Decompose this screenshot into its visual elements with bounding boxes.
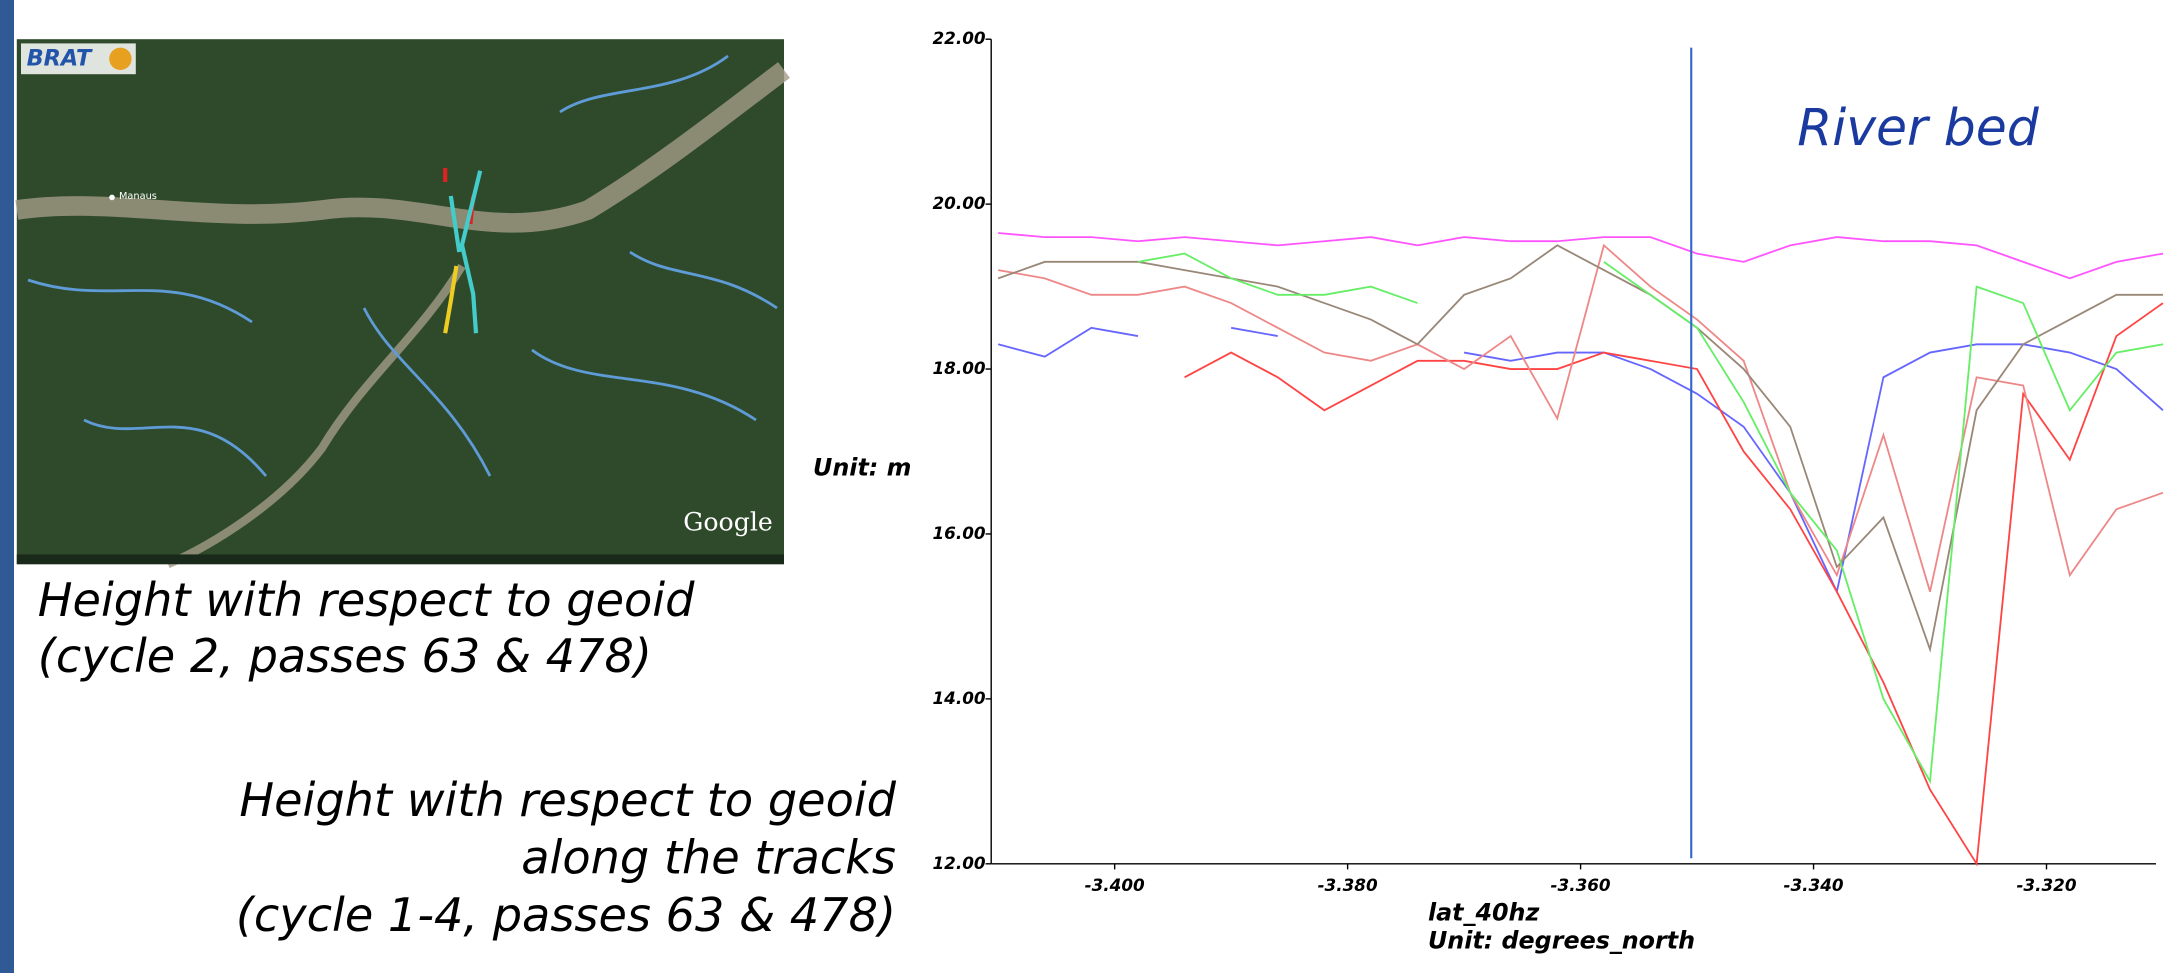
chart: 12.00 14.00 16.00 18.00 20.00 22.00 -3.400 -3.3…: [813, 28, 2164, 955]
y-tick-label: 16.00: [933, 523, 986, 543]
data-line: [997, 326, 2164, 595]
side-bar: [0, 0, 14, 973]
map-track: [448, 170, 483, 334]
x-axis-unit: Unit: degrees_north: [1428, 927, 1695, 955]
river-bed-label: River bed: [1797, 98, 2039, 157]
caption-line: along the tracks: [521, 830, 896, 884]
x-tick-label: -3.320: [2016, 875, 2076, 895]
map-place-dot: [109, 194, 115, 201]
map-tributary: [27, 54, 778, 477]
data-line: [998, 232, 2164, 280]
data-line: [998, 243, 2164, 592]
logo-globe: [109, 47, 132, 71]
caption-line: (cycle 1-4, passes 63 & 478): [236, 888, 896, 942]
data-line: [1184, 302, 2164, 867]
map-river: [166, 263, 466, 569]
map-status-bar: [16, 554, 784, 565]
y-tick-label: 22.00: [933, 28, 986, 48]
data-line: [997, 244, 2163, 653]
y-tick-label: 14.00: [933, 688, 986, 708]
y-tick-label: 18.00: [933, 358, 986, 378]
y-tick-label: 20.00: [933, 193, 986, 213]
map-watermark: Google: [683, 508, 773, 537]
x-axis-label: lat_40hz: [1428, 899, 1539, 927]
map-logo: BRAT: [27, 45, 93, 71]
x-tick-label: -3.380: [1318, 875, 1378, 895]
x-tick-label: -3.360: [1551, 875, 1611, 895]
map-background: [16, 39, 784, 565]
data-line: [1137, 252, 2164, 785]
caption-line: Height with respect to geoid: [38, 573, 695, 627]
map-track: [443, 265, 459, 334]
map-image: BRAT Manaus Google: [15, 39, 790, 569]
caption-line: Height with respect to geoid: [239, 773, 896, 827]
captions: Height with respect to geoid(cycle 2, pa…: [38, 573, 897, 942]
caption-line: (cycle 2, passes 63 & 478): [38, 629, 652, 683]
x-tick-label: -3.400: [1085, 875, 1145, 895]
y-tick-label: 12.00: [933, 853, 986, 873]
map-river: [15, 62, 790, 233]
x-tick-label: -3.340: [1784, 875, 1844, 895]
y-axis-label: Unit: m: [813, 454, 911, 482]
map-place: Manaus: [119, 191, 157, 202]
